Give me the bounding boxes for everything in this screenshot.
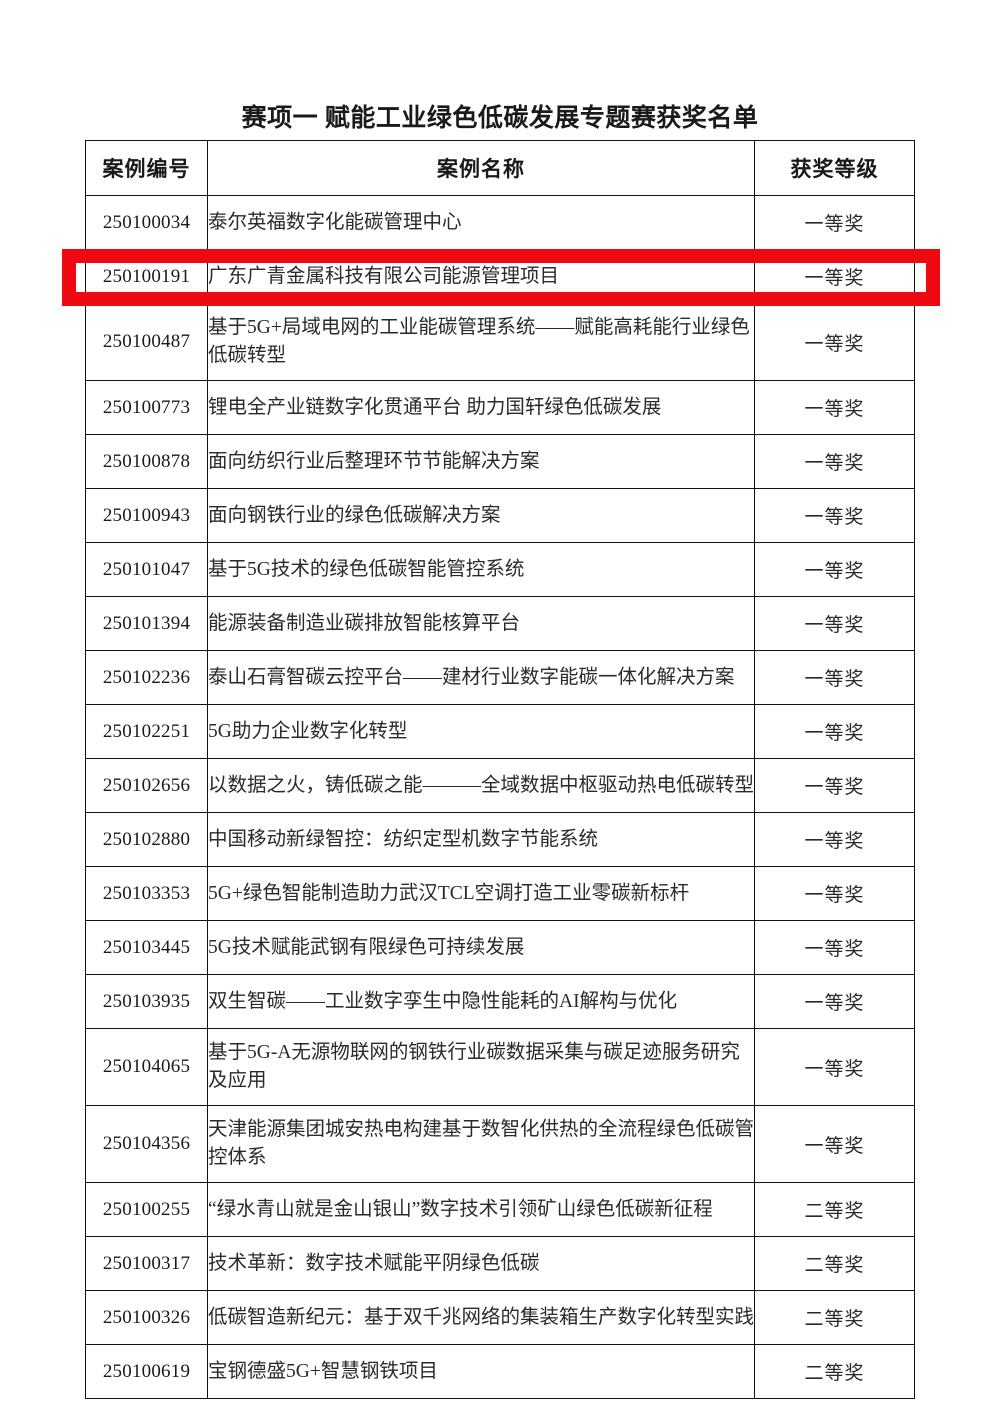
cell-award-level: 一等奖 — [754, 380, 915, 435]
cell-case-name: 技术革新：数字技术赋能平阴绿色低碳 — [207, 1236, 755, 1291]
table-row: 250104065 基于5G-A无源物联网的钢铁行业碳数据采集与碳足迹服务研究及应… — [85, 1028, 915, 1106]
column-header-case-id: 案例编号 — [85, 140, 208, 196]
column-header-case-name: 案例名称 — [207, 140, 755, 196]
cell-award-level: 一等奖 — [754, 596, 915, 651]
cell-award-level: 一等奖 — [754, 704, 915, 759]
table-row: 250102880 中国移动新绿智控：纺织定型机数字节能系统 一等奖 — [85, 812, 915, 867]
table-row: 250103353 5G+绿色智能制造助力武汉TCL空调打造工业零碳新标杆 一等奖 — [85, 866, 915, 921]
cell-case-name: 面向纺织行业后整理环节节能解决方案 — [207, 434, 755, 489]
table-row: 250100034 泰尔英福数字化能碳管理中心 一等奖 — [85, 195, 915, 250]
cell-case-id: 250100878 — [85, 434, 208, 489]
cell-award-level: 一等奖 — [754, 1105, 915, 1183]
cell-case-name: 基于5G+局域电网的工业能碳管理系统——赋能高耗能行业绿色低碳转型 — [207, 303, 755, 381]
table-header-row: 案例编号 案例名称 获奖等级 — [85, 140, 915, 196]
cell-case-name: 中国移动新绿智控：纺织定型机数字节能系统 — [207, 812, 755, 867]
table-row: 250102656 以数据之火，铸低碳之能———全域数据中枢驱动热电低碳转型 一等奖 — [85, 758, 915, 813]
cell-case-name: 基于5G-A无源物联网的钢铁行业碳数据采集与碳足迹服务研究及应用 — [207, 1028, 755, 1106]
award-table: 案例编号 案例名称 获奖等级 250100034 泰尔英福数字化能碳管理中心 一等奖… — [85, 140, 915, 1399]
table-body: 250100034 泰尔英福数字化能碳管理中心 一等奖 250100191 广东广青金属… — [85, 195, 915, 1399]
cell-case-id: 250100487 — [85, 303, 208, 381]
cell-case-id: 250100619 — [85, 1344, 208, 1399]
cell-award-level: 一等奖 — [754, 920, 915, 975]
table-row: 250100619 宝钢德盛5G+智慧钢铁项目 二等奖 — [85, 1344, 915, 1399]
cell-case-id: 250104356 — [85, 1105, 208, 1183]
cell-award-level: 一等奖 — [754, 303, 915, 381]
cell-award-level: 一等奖 — [754, 812, 915, 867]
cell-case-id: 250100317 — [85, 1236, 208, 1291]
cell-case-name: 泰山石膏智碳云控平台——建材行业数字能碳一体化解决方案 — [207, 650, 755, 705]
table-row: 250104356 天津能源集团城安热电构建基于数智化供热的全流程绿色低碳管控体系… — [85, 1105, 915, 1183]
cell-case-name: 5G助力企业数字化转型 — [207, 704, 755, 759]
table-row: 250101047 基于5G技术的绿色低碳智能管控系统 一等奖 — [85, 542, 915, 597]
table-row: 250100191 广东广青金属科技有限公司能源管理项目 一等奖 — [85, 249, 915, 304]
cell-case-id: 250100943 — [85, 488, 208, 543]
cell-case-name: 面向钢铁行业的绿色低碳解决方案 — [207, 488, 755, 543]
cell-award-level: 一等奖 — [754, 1028, 915, 1106]
cell-award-level: 一等奖 — [754, 488, 915, 543]
table-row: 250100487 基于5G+局域电网的工业能碳管理系统——赋能高耗能行业绿色低碳… — [85, 303, 915, 381]
cell-award-level: 二等奖 — [754, 1290, 915, 1345]
cell-case-id: 250103935 — [85, 974, 208, 1029]
table-header: 案例编号 案例名称 获奖等级 — [85, 140, 915, 196]
cell-case-id: 250103445 — [85, 920, 208, 975]
cell-case-name: 泰尔英福数字化能碳管理中心 — [207, 195, 755, 250]
cell-case-id: 250102251 — [85, 704, 208, 759]
cell-case-name: 5G+绿色智能制造助力武汉TCL空调打造工业零碳新标杆 — [207, 866, 755, 921]
cell-case-name: 宝钢德盛5G+智慧钢铁项目 — [207, 1344, 755, 1399]
cell-case-id: 250100326 — [85, 1290, 208, 1345]
table-row: 250100773 锂电全产业链数字化贯通平台 助力国轩绿色低碳发展 一等奖 — [85, 380, 915, 435]
column-header-award-level: 获奖等级 — [754, 140, 915, 196]
table-row: 250100943 面向钢铁行业的绿色低碳解决方案 一等奖 — [85, 488, 915, 543]
cell-case-id: 250100773 — [85, 380, 208, 435]
cell-award-level: 二等奖 — [754, 1236, 915, 1291]
cell-case-name: 天津能源集团城安热电构建基于数智化供热的全流程绿色低碳管控体系 — [207, 1105, 755, 1183]
table-row: 250100878 面向纺织行业后整理环节节能解决方案 一等奖 — [85, 434, 915, 489]
cell-case-id: 250103353 — [85, 866, 208, 921]
cell-case-id: 250102656 — [85, 758, 208, 813]
cell-case-name: “绿水青山就是金山银山”数字技术引领矿山绿色低碳新征程 — [207, 1182, 755, 1237]
cell-award-level: 二等奖 — [754, 1182, 915, 1237]
cell-award-level: 一等奖 — [754, 866, 915, 921]
cell-case-name: 能源装备制造业碳排放智能核算平台 — [207, 596, 755, 651]
table-row: 250102251 5G助力企业数字化转型 一等奖 — [85, 704, 915, 759]
cell-case-name: 以数据之火，铸低碳之能———全域数据中枢驱动热电低碳转型 — [207, 758, 755, 813]
cell-case-id: 250101047 — [85, 542, 208, 597]
table-row: 250102236 泰山石膏智碳云控平台——建材行业数字能碳一体化解决方案 一等奖 — [85, 650, 915, 705]
cell-award-level: 一等奖 — [754, 195, 915, 250]
cell-award-level: 一等奖 — [754, 974, 915, 1029]
cell-case-name: 广东广青金属科技有限公司能源管理项目 — [207, 249, 755, 304]
table-row: 250103445 5G技术赋能武钢有限绿色可持续发展 一等奖 — [85, 920, 915, 975]
table-row: 250100326 低碳智造新纪元：基于双千兆网络的集装箱生产数字化转型实践 二等奖 — [85, 1290, 915, 1345]
cell-case-name: 低碳智造新纪元：基于双千兆网络的集装箱生产数字化转型实践 — [207, 1290, 755, 1345]
award-table-container: 案例编号 案例名称 获奖等级 250100034 泰尔英福数字化能碳管理中心 一等奖… — [85, 140, 915, 1399]
cell-award-level: 一等奖 — [754, 434, 915, 489]
cell-case-id: 250102880 — [85, 812, 208, 867]
cell-award-level: 一等奖 — [754, 650, 915, 705]
cell-case-name: 双生智碳——工业数字孪生中隐性能耗的AI解构与优化 — [207, 974, 755, 1029]
cell-case-id: 250100034 — [85, 195, 208, 250]
cell-case-name: 5G技术赋能武钢有限绿色可持续发展 — [207, 920, 755, 975]
cell-case-id: 250104065 — [85, 1028, 208, 1106]
cell-award-level: 一等奖 — [754, 758, 915, 813]
cell-case-id: 250100255 — [85, 1182, 208, 1237]
cell-award-level: 二等奖 — [754, 1344, 915, 1399]
cell-case-id: 250101394 — [85, 596, 208, 651]
cell-award-level: 一等奖 — [754, 249, 915, 304]
table-row: 250103935 双生智碳——工业数字孪生中隐性能耗的AI解构与优化 一等奖 — [85, 974, 915, 1029]
table-row: 250100255 “绿水青山就是金山银山”数字技术引领矿山绿色低碳新征程 二等奖 — [85, 1182, 915, 1237]
table-row: 250100317 技术革新：数字技术赋能平阴绿色低碳 二等奖 — [85, 1236, 915, 1291]
cell-case-name: 基于5G技术的绿色低碳智能管控系统 — [207, 542, 755, 597]
page-title: 赛项一 赋能工业绿色低碳发展专题赛获奖名单 — [241, 105, 759, 132]
table-row: 250101394 能源装备制造业碳排放智能核算平台 一等奖 — [85, 596, 915, 651]
cell-case-id: 250100191 — [85, 249, 208, 304]
cell-case-id: 250102236 — [85, 650, 208, 705]
cell-award-level: 一等奖 — [754, 542, 915, 597]
cell-case-name: 锂电全产业链数字化贯通平台 助力国轩绿色低碳发展 — [207, 380, 755, 435]
